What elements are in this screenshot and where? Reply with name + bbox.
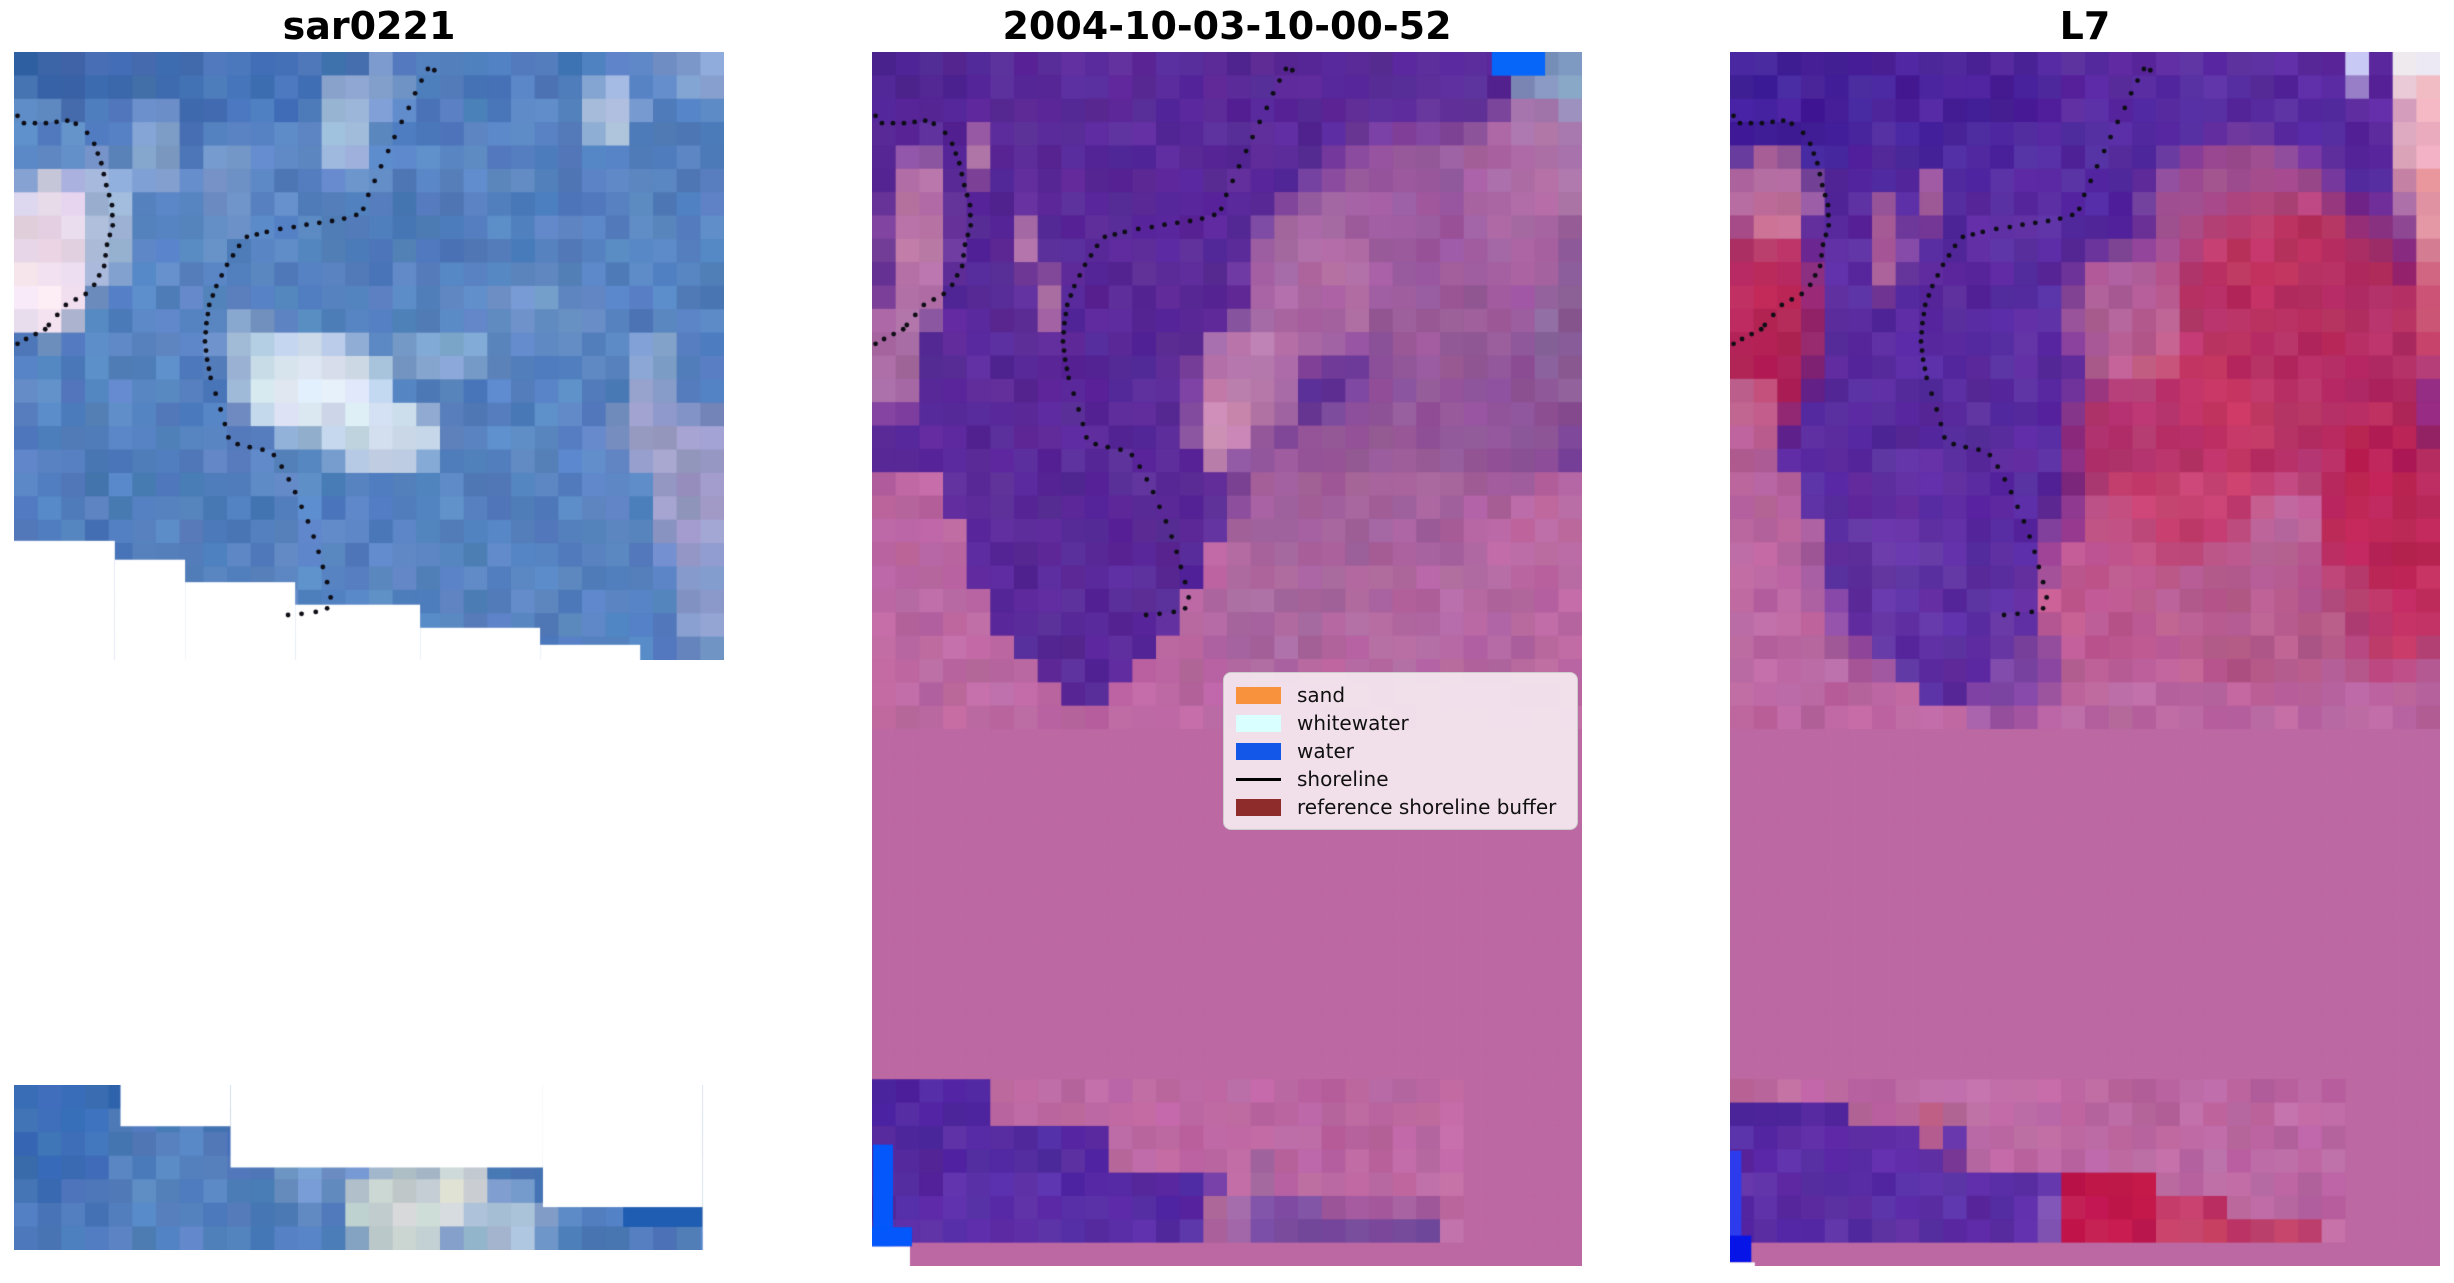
whitewater-swatch-icon xyxy=(1236,714,1281,732)
legend-row-sand: sand xyxy=(1236,682,1565,708)
sar0221-image xyxy=(14,52,724,660)
legend-label-sand: sand xyxy=(1297,683,1346,707)
legend-label-shoreline: shoreline xyxy=(1297,767,1389,791)
sar0221-bottom-strip xyxy=(14,1085,724,1250)
legend-row-shoreline: shoreline xyxy=(1236,766,1565,792)
panel-title-sar0221: sar0221 xyxy=(282,4,456,48)
water-swatch-icon xyxy=(1236,742,1281,760)
shoreline-line-icon xyxy=(1236,777,1281,781)
panel-title-timestamp: 2004-10-03-10-00-52 xyxy=(1002,4,1452,48)
classified-image xyxy=(872,52,1582,1266)
legend-row-water: water xyxy=(1236,738,1565,764)
sand-swatch-icon xyxy=(1236,686,1281,704)
panel-title-l7: L7 xyxy=(2059,4,2111,48)
legend-label-reference-buffer: reference shoreline buffer xyxy=(1297,795,1557,819)
l7-image xyxy=(1730,52,2440,1266)
legend-label-whitewater: whitewater xyxy=(1297,711,1409,735)
reference-buffer-swatch-icon xyxy=(1236,798,1281,816)
legend: sand whitewater water shoreline referenc… xyxy=(1223,672,1578,830)
legend-row-whitewater: whitewater xyxy=(1236,710,1565,736)
legend-label-water: water xyxy=(1297,739,1354,763)
legend-row-reference-buffer: reference shoreline buffer xyxy=(1236,794,1565,820)
